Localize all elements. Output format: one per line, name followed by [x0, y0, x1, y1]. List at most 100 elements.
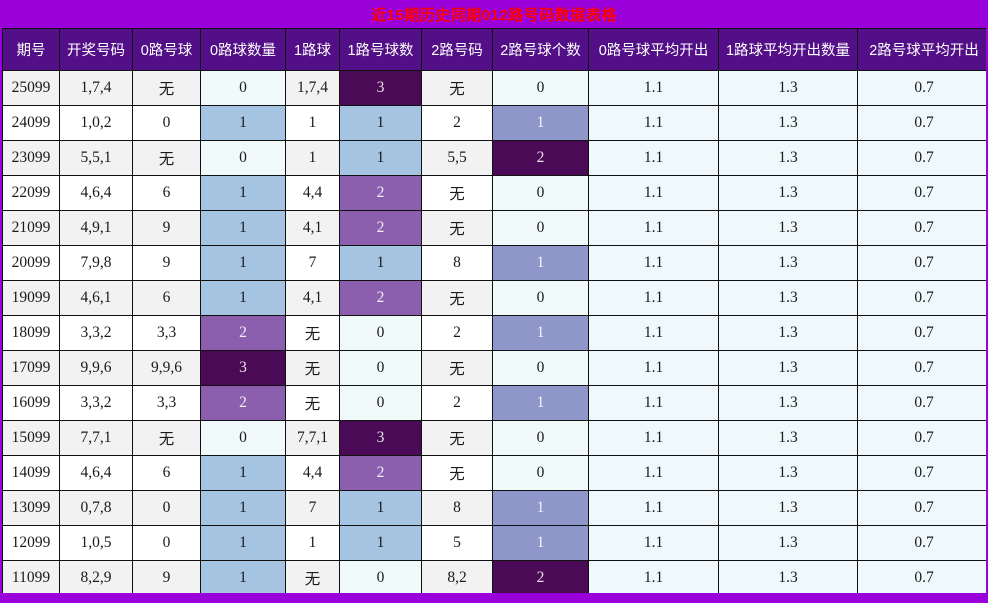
road2-balls-cell: 无	[421, 70, 493, 106]
road2-count-cell: 2	[492, 140, 589, 176]
road2-count-cell: 1	[492, 525, 589, 561]
draw-numbers-cell: 5,5,1	[59, 140, 133, 176]
road2-balls-cell: 2	[421, 105, 493, 141]
road0-balls-cell: 无	[132, 140, 201, 176]
road2-balls-cell: 2	[421, 315, 493, 351]
road2-average-cell: 0.7	[857, 385, 986, 421]
road0-count-cell: 3	[200, 350, 286, 386]
lottery-012-road-table: 期号 开奖号码 0路号球 0路球数量 1路球 1路号球数 2路号码 2路号球个数 0路号球平均开…	[2, 28, 986, 593]
road2-average-cell: 0.7	[857, 525, 986, 561]
draw-numbers-cell: 0,7,8	[59, 490, 133, 526]
road2-count-cell: 0	[492, 175, 589, 211]
road1-count-cell: 1	[339, 105, 422, 141]
road2-balls-cell: 无	[421, 420, 493, 456]
table-row: 16099 3,3,2 3,3 2 无 0 2 1 1.1 1.3 0.7	[2, 385, 986, 421]
table-row: 19099 4,6,1 6 1 4,1 2 无 0 1.1 1.3 0.7	[2, 280, 986, 316]
road2-balls-cell: 5	[421, 525, 493, 561]
road1-average-cell: 1.3	[718, 560, 858, 593]
road1-average-cell: 1.3	[718, 140, 858, 176]
road2-count-cell: 1	[492, 490, 589, 526]
road1-average-cell: 1.3	[718, 420, 858, 456]
road0-count-cell: 2	[200, 315, 286, 351]
draw-numbers-cell: 7,7,1	[59, 420, 133, 456]
column-header-0: 期号	[2, 28, 60, 71]
period-cell: 25099	[2, 70, 60, 106]
road1-count-cell: 0	[339, 315, 422, 351]
draw-numbers-cell: 8,2,9	[59, 560, 133, 593]
road2-balls-cell: 8,2	[421, 560, 493, 593]
road0-count-cell: 1	[200, 455, 286, 491]
draw-numbers-cell: 4,6,1	[59, 280, 133, 316]
table-row: 18099 3,3,2 3,3 2 无 0 2 1 1.1 1.3 0.7	[2, 315, 986, 351]
road0-balls-cell: 6	[132, 175, 201, 211]
road1-count-cell: 2	[339, 175, 422, 211]
table-body: 25099 1,7,4 无 0 1,7,4 3 无 0 1.1 1.3 0.7 24099 1,0,2 0…	[2, 70, 986, 593]
road0-count-cell: 1	[200, 280, 286, 316]
road1-count-cell: 3	[339, 420, 422, 456]
road1-average-cell: 1.3	[718, 105, 858, 141]
road2-average-cell: 0.7	[857, 350, 986, 386]
road0-average-cell: 1.1	[588, 70, 719, 106]
table-row: 11099 8,2,9 9 1 无 0 8,2 2 1.1 1.3 0.7	[2, 560, 986, 593]
road2-balls-cell: 2	[421, 385, 493, 421]
period-cell: 23099	[2, 140, 60, 176]
road0-count-cell: 1	[200, 525, 286, 561]
road0-balls-cell: 9,9,6	[132, 350, 201, 386]
road0-average-cell: 1.1	[588, 105, 719, 141]
draw-numbers-cell: 4,9,1	[59, 210, 133, 246]
period-cell: 18099	[2, 315, 60, 351]
road2-count-cell: 2	[492, 560, 589, 593]
data-table-container: 期号 开奖号码 0路号球 0路球数量 1路球 1路号球数 2路号码 2路号球个数 0路号球平均开…	[2, 28, 986, 593]
road2-average-cell: 0.7	[857, 70, 986, 106]
road1-average-cell: 1.3	[718, 315, 858, 351]
road2-count-cell: 0	[492, 420, 589, 456]
road2-average-cell: 0.7	[857, 315, 986, 351]
table-row: 22099 4,6,4 6 1 4,4 2 无 0 1.1 1.3 0.7	[2, 175, 986, 211]
road0-balls-cell: 9	[132, 245, 201, 281]
column-header-6: 2路号码	[421, 28, 493, 71]
road0-balls-cell: 0	[132, 105, 201, 141]
draw-numbers-cell: 1,7,4	[59, 70, 133, 106]
road1-balls-cell: 1	[285, 140, 340, 176]
road0-count-cell: 0	[200, 140, 286, 176]
road0-average-cell: 1.1	[588, 560, 719, 593]
column-header-5: 1路号球数	[339, 28, 422, 71]
road1-count-cell: 3	[339, 70, 422, 106]
road1-average-cell: 1.3	[718, 490, 858, 526]
page-title: 近15期历史同期012路号码数据表格	[371, 6, 617, 24]
road2-count-cell: 1	[492, 315, 589, 351]
road1-average-cell: 1.3	[718, 70, 858, 106]
road2-count-cell: 0	[492, 350, 589, 386]
road0-count-cell: 0	[200, 420, 286, 456]
road2-balls-cell: 无	[421, 455, 493, 491]
road0-count-cell: 0	[200, 70, 286, 106]
road1-balls-cell: 1	[285, 105, 340, 141]
road2-average-cell: 0.7	[857, 105, 986, 141]
road0-count-cell: 1	[200, 560, 286, 593]
period-cell: 22099	[2, 175, 60, 211]
road2-average-cell: 0.7	[857, 490, 986, 526]
road0-balls-cell: 无	[132, 70, 201, 106]
road0-balls-cell: 6	[132, 280, 201, 316]
road1-count-cell: 1	[339, 490, 422, 526]
road2-count-cell: 1	[492, 105, 589, 141]
column-header-2: 0路号球	[132, 28, 201, 71]
road0-average-cell: 1.1	[588, 175, 719, 211]
road0-average-cell: 1.1	[588, 420, 719, 456]
road1-balls-cell: 4,4	[285, 455, 340, 491]
period-cell: 21099	[2, 210, 60, 246]
draw-numbers-cell: 7,9,8	[59, 245, 133, 281]
draw-numbers-cell: 4,6,4	[59, 175, 133, 211]
table-row: 21099 4,9,1 9 1 4,1 2 无 0 1.1 1.3 0.7	[2, 210, 986, 246]
header-row: 期号 开奖号码 0路号球 0路球数量 1路球 1路号球数 2路号码 2路号球个数 0路号球平均开…	[2, 28, 986, 71]
table-row: 13099 0,7,8 0 1 7 1 8 1 1.1 1.3 0.7	[2, 490, 986, 526]
road0-average-cell: 1.1	[588, 455, 719, 491]
road1-balls-cell: 7	[285, 245, 340, 281]
road1-balls-cell: 无	[285, 385, 340, 421]
road2-count-cell: 0	[492, 280, 589, 316]
road0-average-cell: 1.1	[588, 245, 719, 281]
road2-balls-cell: 无	[421, 280, 493, 316]
road1-average-cell: 1.3	[718, 175, 858, 211]
road0-average-cell: 1.1	[588, 350, 719, 386]
column-header-10: 2路号球平均开出	[857, 28, 986, 71]
